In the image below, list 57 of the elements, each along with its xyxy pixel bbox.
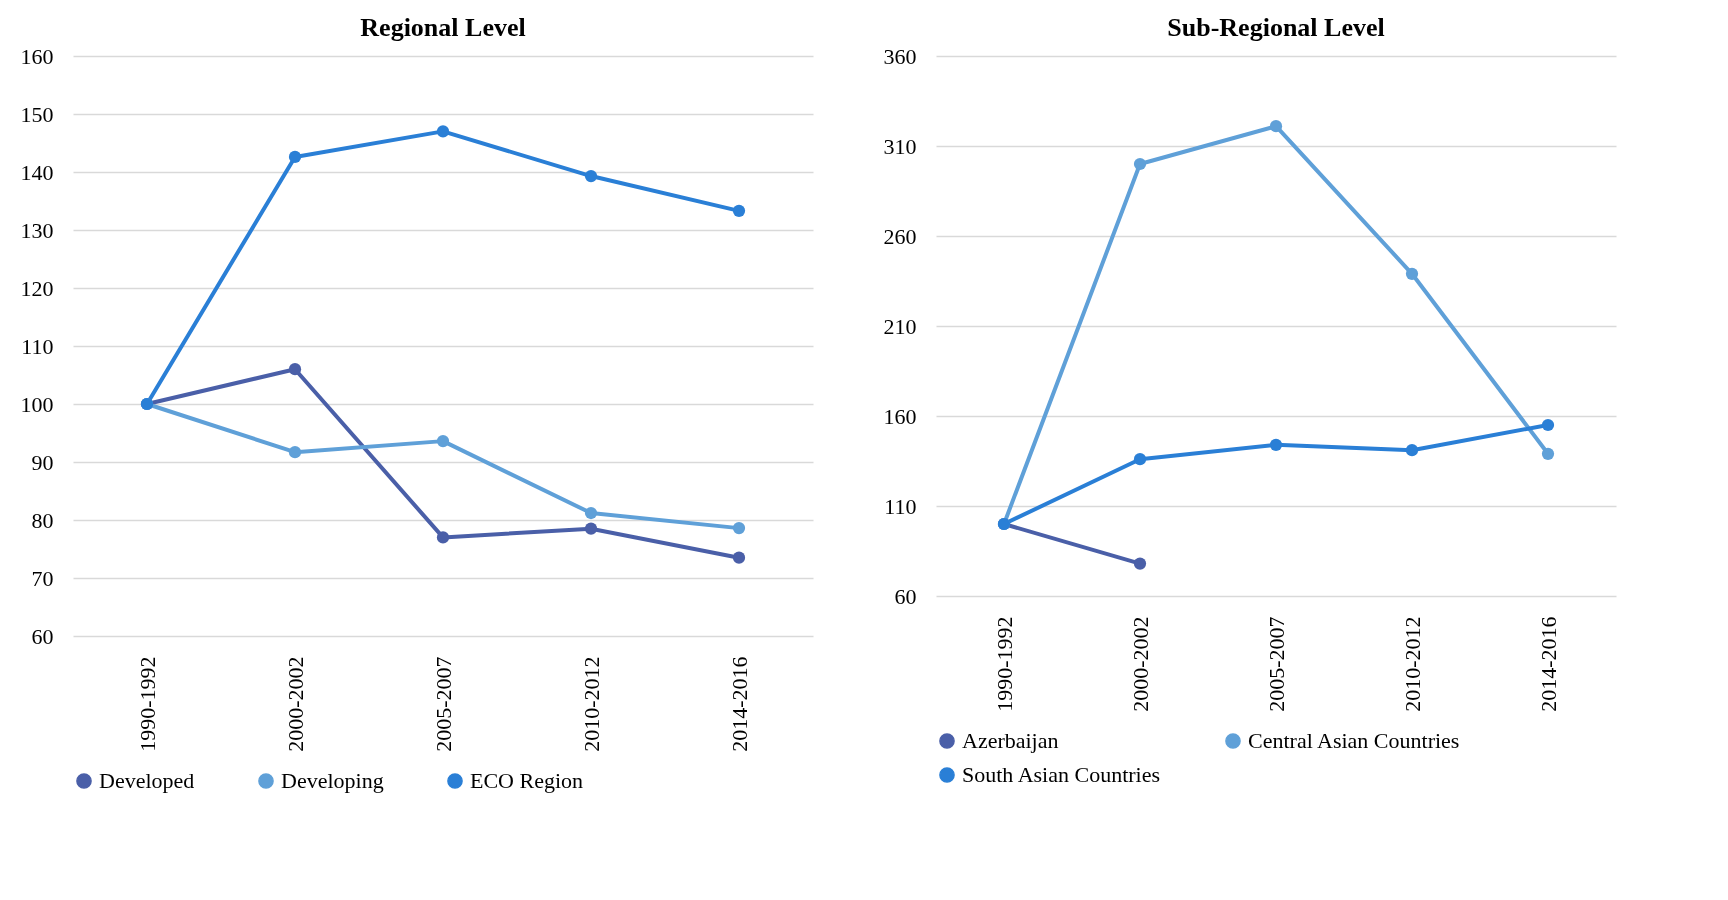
y-tick-label: 310	[883, 133, 917, 159]
x-tick-label: 2010-2012	[1399, 616, 1425, 712]
y-tick-label: 100	[20, 391, 54, 417]
point	[584, 522, 598, 535]
point	[584, 506, 598, 520]
point	[436, 531, 450, 544]
y-tick-label: 90	[31, 449, 54, 475]
point	[732, 204, 746, 217]
point	[732, 522, 746, 535]
point	[1133, 557, 1147, 570]
point	[1405, 444, 1419, 457]
point	[1133, 157, 1147, 171]
x-tick-label: 1990-1992	[991, 616, 1017, 712]
point	[1133, 453, 1147, 466]
y-tick-label: 260	[883, 223, 917, 249]
x-tick-label: 2014-2016	[1535, 616, 1561, 712]
point	[288, 363, 302, 376]
legend-label: ECO Region	[470, 768, 584, 793]
x-tick-label: 2005-2007	[1263, 616, 1289, 712]
point	[1269, 438, 1283, 451]
legend-label: Central Asian Countries	[1248, 728, 1460, 753]
x-tick-label: 2000-2002	[282, 656, 308, 752]
point	[1541, 418, 1555, 432]
point	[584, 169, 598, 183]
y-tick-label: 60	[894, 583, 917, 609]
point	[1541, 447, 1555, 460]
y-tick-label: 110	[21, 333, 54, 359]
legend-label: Azerbaijan	[962, 728, 1059, 753]
y-tick-label: 160	[20, 43, 54, 69]
legend-label: Developed	[99, 768, 195, 793]
y-tick-label: 80	[31, 507, 54, 533]
x-tick-label: 2005-2007	[430, 656, 456, 752]
y-tick-label: 210	[883, 313, 917, 339]
y-tick-label: 60	[31, 623, 54, 649]
point	[436, 435, 450, 448]
y-tick-label: 150	[20, 101, 54, 127]
point	[1405, 267, 1419, 280]
x-tick-label: 2010-2012	[578, 656, 604, 752]
y-tick-label: 110	[884, 493, 917, 519]
legend-label: South Asian Countries	[962, 762, 1161, 787]
chart-title: Regional Level	[360, 13, 526, 42]
point	[1269, 120, 1283, 133]
x-tick-label: 2000-2002	[1127, 616, 1153, 712]
point	[732, 551, 746, 564]
y-tick-label: 120	[20, 275, 54, 301]
y-tick-label: 130	[20, 217, 54, 243]
point	[288, 446, 302, 459]
legend-label: Developing	[281, 768, 384, 793]
y-tick-label: 70	[31, 565, 54, 591]
point	[288, 150, 302, 164]
y-tick-label: 360	[883, 43, 917, 69]
chart-title: Sub-Regional Level	[1167, 13, 1385, 42]
y-tick-label: 140	[20, 159, 54, 185]
y-tick-label: 160	[883, 403, 917, 429]
point	[436, 125, 450, 138]
x-tick-label: 2014-2016	[726, 656, 752, 752]
x-tick-label: 1990-1992	[134, 656, 160, 752]
